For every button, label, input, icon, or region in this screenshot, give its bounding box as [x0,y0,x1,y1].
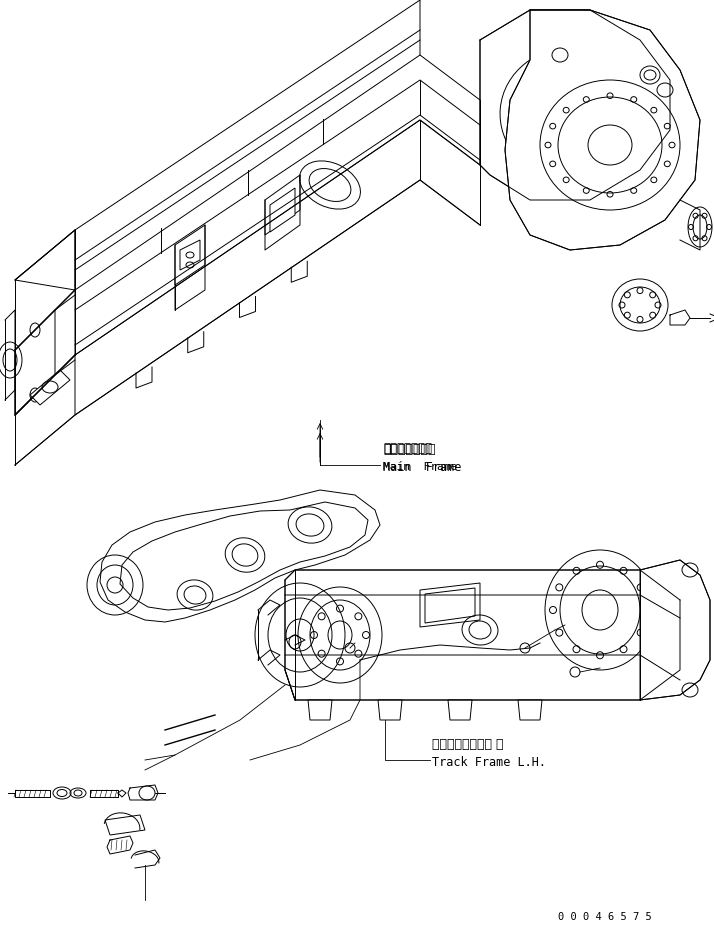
Polygon shape [15,230,75,415]
Text: Track Frame L.H.: Track Frame L.H. [432,756,546,769]
Text: 0 0 0 4 6 5 7 5: 0 0 0 4 6 5 7 5 [558,912,652,922]
Polygon shape [425,588,475,623]
Polygon shape [448,700,472,720]
Polygon shape [285,570,680,700]
Polygon shape [308,700,332,720]
Polygon shape [15,290,75,415]
Text: メインフレーム: メインフレーム [383,442,432,455]
Polygon shape [105,815,145,835]
Polygon shape [270,188,295,232]
Polygon shape [420,583,480,627]
Text: Main  Frame: Main Frame [383,462,457,472]
Polygon shape [480,10,670,200]
Text: トラックフレーム 左: トラックフレーム 左 [432,738,503,751]
Polygon shape [120,502,368,610]
Polygon shape [518,700,542,720]
Polygon shape [505,10,700,250]
Polygon shape [175,225,205,285]
Text: メインフレーム: メインフレーム [383,443,436,456]
Polygon shape [640,560,710,700]
Polygon shape [100,490,380,622]
Polygon shape [180,240,200,270]
Polygon shape [265,175,300,235]
Polygon shape [30,370,70,405]
Polygon shape [378,700,402,720]
Text: Main  Frame: Main Frame [383,461,461,474]
